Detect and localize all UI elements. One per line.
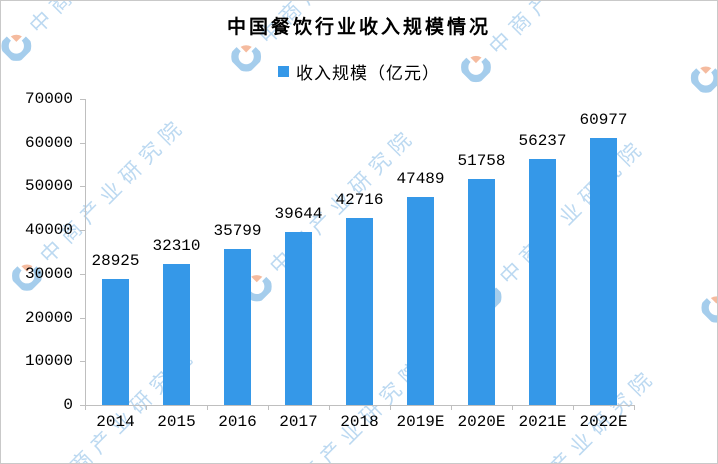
y-tick: [80, 230, 85, 232]
y-tick: [80, 361, 85, 363]
value-label: 51758: [457, 151, 506, 170]
x-tick: [146, 406, 147, 410]
y-axis-label: 50000: [24, 177, 73, 196]
bar: [407, 197, 434, 405]
bar: [468, 178, 495, 405]
value-label: 60977: [579, 111, 628, 130]
x-axis-label: 2017: [279, 413, 318, 431]
x-axis-label: 2018: [340, 413, 379, 431]
x-tick: [451, 406, 452, 410]
x-tick: [390, 406, 391, 410]
x-axis-label: 2014: [96, 413, 135, 431]
y-axis-label: 0: [63, 396, 73, 414]
x-axis-label: 2016: [218, 413, 257, 431]
y-axis-label: 60000: [24, 133, 73, 152]
value-label: 56237: [518, 132, 567, 151]
bar: [163, 263, 190, 405]
y-axis-label: 30000: [24, 264, 73, 283]
x-tick: [85, 406, 86, 410]
legend: 收入规模（亿元）: [1, 59, 717, 84]
y-tick: [80, 317, 85, 319]
bar: [285, 231, 312, 405]
legend-marker-icon: [278, 66, 289, 77]
value-label: 32310: [152, 236, 201, 255]
y-tick: [80, 405, 85, 406]
value-label: 28925: [91, 251, 140, 270]
x-axis-label: 2015: [157, 413, 196, 431]
x-tick: [207, 406, 208, 410]
x-tick: [512, 406, 513, 410]
x-axis-label: 2021E: [518, 413, 567, 431]
legend-label: 收入规模（亿元）: [296, 64, 440, 84]
bar: [590, 138, 617, 405]
y-axis-label: 20000: [24, 308, 73, 327]
x-axis-label: 2022E: [579, 413, 628, 431]
y-axis-label: 10000: [24, 352, 73, 371]
value-label: 47489: [396, 170, 445, 189]
x-tick: [268, 406, 269, 410]
bar: [102, 278, 129, 405]
bar: [224, 248, 251, 405]
value-label: 39644: [274, 204, 323, 223]
x-axis-line: [85, 405, 635, 406]
x-axis-label: 2020E: [457, 413, 506, 431]
bar: [529, 159, 556, 405]
x-tick: [634, 406, 635, 410]
y-tick: [80, 273, 85, 275]
value-label: 42716: [335, 191, 384, 210]
y-axis-line: [85, 99, 86, 405]
chart-title: 中国餐饮行业收入规模情况: [226, 16, 491, 38]
y-tick: [80, 99, 85, 100]
y-tick: [80, 186, 85, 188]
x-axis-label: 2019E: [396, 413, 445, 431]
y-tick: [80, 142, 85, 144]
x-tick: [329, 406, 330, 410]
bar: [346, 218, 373, 405]
x-tick: [573, 406, 574, 410]
y-axis-label: 40000: [24, 221, 73, 240]
y-axis-label: 70000: [24, 90, 73, 108]
value-label: 35799: [213, 221, 262, 240]
